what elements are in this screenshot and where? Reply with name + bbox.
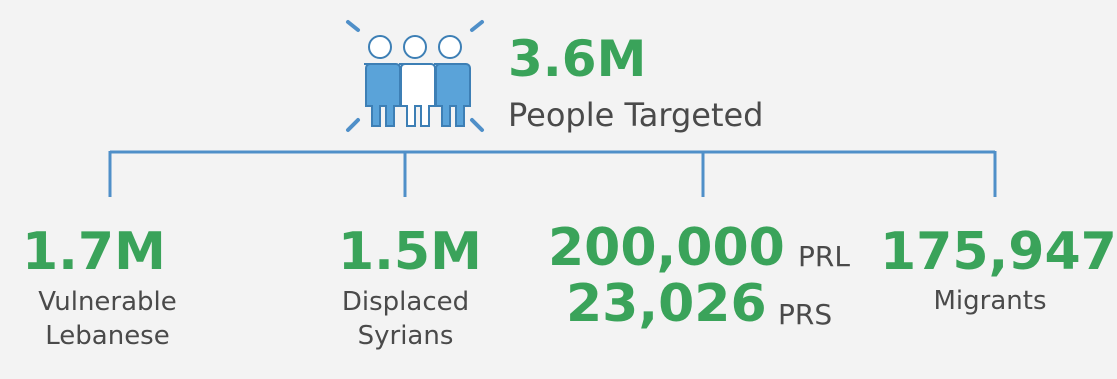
label-line: Displaced [341,287,470,317]
prl-suffix: PRL [798,240,850,273]
vulnerable-lebanese-label: Vulnerable Lebanese [20,286,195,354]
total-targeted-label: People Targeted [508,96,764,134]
prs-value: 23,026 [566,274,767,334]
prl-value: 200,000 [548,218,785,278]
label-line: Syrians [357,320,454,351]
migrants-value: 175,947 [880,222,1117,282]
label-line: Vulnerable [38,287,177,317]
label-line: Lebanese [45,320,170,351]
displaced-syrians-label: Displaced Syrians [318,286,493,354]
total-targeted-value: 3.6M [508,30,647,88]
migrants-label: Migrants [933,286,1047,316]
vulnerable-lebanese-value: 1.7M [22,222,166,282]
prs-suffix: PRS [778,298,833,331]
people-group-icon [346,20,484,132]
displaced-syrians-value: 1.5M [338,222,482,282]
